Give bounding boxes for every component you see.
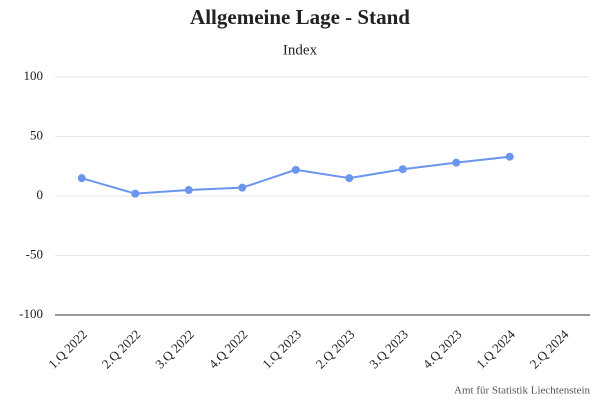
y-tick-label: -100 (19, 306, 43, 321)
data-point (291, 165, 300, 174)
y-tick-label: -50 (26, 246, 43, 261)
chart-subtitle: Index (283, 42, 318, 58)
credit: Amt für Statistik Liechtenstein (454, 385, 590, 397)
y-tick-label: 50 (30, 127, 43, 142)
data-point (77, 174, 86, 183)
data-point (345, 174, 354, 183)
data-point (131, 189, 140, 198)
x-tick-label: 1.Q 2022 (45, 327, 90, 372)
data-point (238, 183, 247, 192)
y-tick-label: 0 (37, 187, 44, 202)
x-tick-label: 3.Q 2022 (152, 327, 197, 372)
chart-title: Allgemeine Lage - Stand (190, 5, 410, 29)
x-tick-label: 2.Q 2022 (99, 327, 144, 372)
x-tick-label: 2.Q 2024 (527, 326, 572, 371)
y-tick-label: 100 (24, 68, 44, 83)
x-tick-label: 2.Q 2023 (313, 327, 358, 372)
x-tick-label: 4.Q 2022 (206, 327, 251, 372)
data-point (452, 158, 461, 167)
x-tick-label: 1.Q 2024 (473, 326, 518, 371)
x-tick-label: 4.Q 2023 (420, 327, 465, 372)
data-point (398, 165, 407, 174)
data-point (505, 152, 514, 161)
series-line (81, 155, 510, 195)
x-tick-label: 1.Q 2023 (259, 327, 304, 372)
x-tick-label: 3.Q 2023 (366, 327, 411, 372)
data-point (184, 186, 193, 195)
